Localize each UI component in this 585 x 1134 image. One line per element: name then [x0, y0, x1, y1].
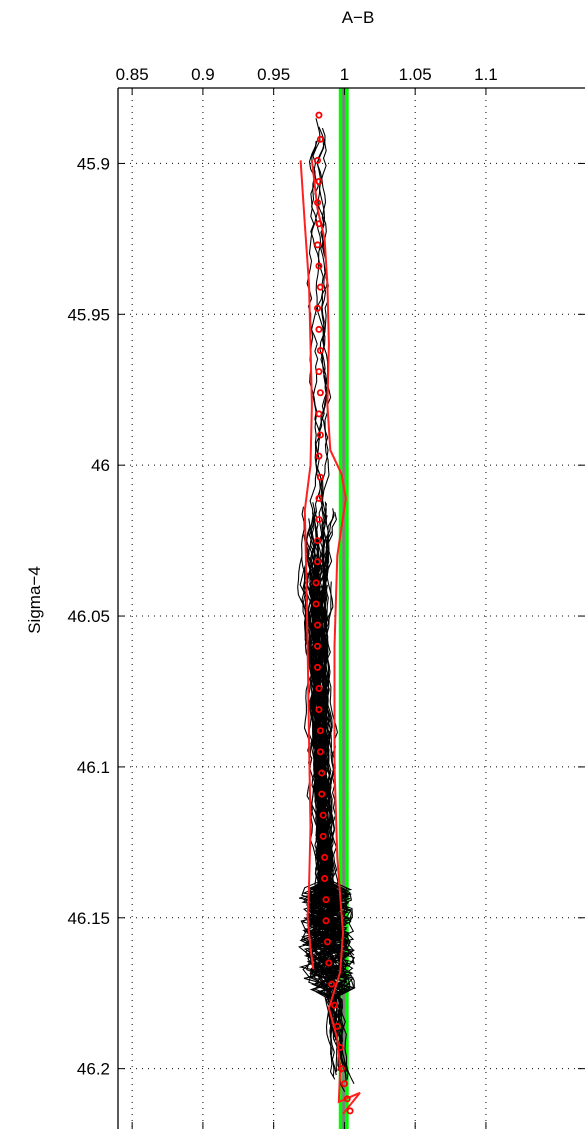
mean-point — [314, 304, 322, 312]
mean-point — [315, 220, 323, 228]
mean-point — [328, 980, 336, 988]
mean-point — [322, 917, 330, 925]
mean-point — [315, 494, 323, 502]
mean-point — [338, 1065, 346, 1073]
mean-profile — [312, 111, 354, 1115]
mean-point — [314, 156, 322, 164]
mean-point — [314, 241, 322, 249]
mean-point — [314, 537, 322, 545]
profile-line — [310, 581, 348, 1072]
mean-point — [315, 452, 323, 460]
envelope-left-line — [299, 160, 315, 970]
mean-point — [333, 1022, 341, 1030]
x-tick-label: 1.05 — [399, 65, 432, 84]
mean-point — [315, 111, 323, 119]
mean-point — [312, 579, 320, 587]
mean-point — [321, 875, 329, 883]
mean-point — [314, 621, 322, 629]
mean-point — [315, 325, 323, 333]
x-tick-label: 1.1 — [474, 65, 498, 84]
mean-point — [314, 663, 322, 671]
mean-point — [315, 684, 323, 692]
mean-point — [322, 896, 330, 904]
y-tick-label: 45.95 — [67, 305, 110, 324]
axis-ticks: 0.85 0.9 0.95 1 1.05 1.1 45.9 45.95 46 46.05 46.1 4… — [67, 65, 585, 1129]
mean-point — [316, 135, 324, 143]
y-tick-label: 46.1 — [77, 758, 110, 777]
mean-point — [316, 347, 324, 355]
mean-point — [314, 558, 322, 566]
y-axis-label: Sigma−4 — [25, 566, 44, 634]
mean-point — [315, 178, 323, 186]
x-tick-label: 0.95 — [257, 65, 290, 84]
x-tick-label: 1 — [340, 65, 349, 84]
mean-point — [321, 853, 329, 861]
mean-point — [316, 431, 324, 439]
mean-point — [312, 600, 320, 608]
y-tick-label: 46 — [91, 456, 110, 475]
axes-frame — [117, 87, 585, 1129]
mean-point — [336, 1044, 344, 1052]
profile-lines — [297, 118, 356, 1092]
mean-point — [318, 790, 326, 798]
mean-point — [346, 1107, 354, 1115]
mean-point — [315, 262, 323, 270]
mean-point — [315, 410, 323, 418]
y-tick-label: 46.05 — [67, 607, 110, 626]
mean-point — [316, 727, 324, 735]
x-axis-label: A−B — [342, 8, 375, 27]
mean-point — [319, 811, 327, 819]
mean-point — [331, 1001, 339, 1009]
y-tick-label: 46.15 — [67, 909, 110, 928]
mean-point — [315, 706, 323, 714]
mean-point — [319, 832, 327, 840]
mean-point — [316, 473, 324, 481]
mean-point — [343, 1095, 351, 1103]
mean-point — [316, 389, 324, 397]
y-tick-label: 45.9 — [77, 154, 110, 173]
mean-point — [323, 938, 331, 946]
x-tick-label: 0.85 — [116, 65, 149, 84]
mean-point — [316, 748, 324, 756]
mean-point — [315, 515, 323, 523]
mean-point — [314, 642, 322, 650]
mean-point — [318, 769, 326, 777]
mean-point — [325, 959, 333, 967]
mean-point — [340, 1080, 348, 1088]
x-tick-label: 0.9 — [191, 65, 215, 84]
mean-point — [316, 283, 324, 291]
envelope-lines — [299, 160, 361, 1115]
envelope-right-line — [310, 160, 361, 1115]
mean-point — [315, 368, 323, 376]
mean-point — [314, 199, 322, 207]
y-tick-label: 46.2 — [77, 1060, 110, 1079]
